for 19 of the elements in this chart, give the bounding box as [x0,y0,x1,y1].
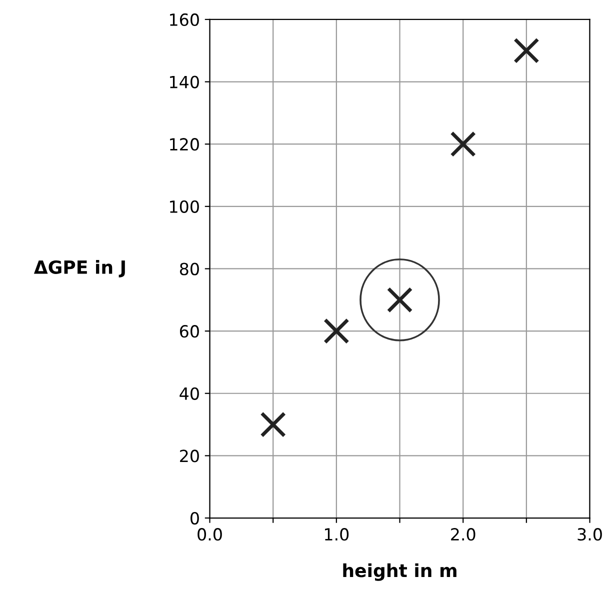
y-tick-label: 40 [180,387,199,400]
y-axis-title: ΔGPE in J [34,260,125,278]
point [450,131,476,158]
x-tick-label: 3.0 [578,528,602,541]
y-tick-label: 0 [190,512,199,525]
y-tick-label: 20 [180,450,199,462]
x-tick-label: 0.0 [198,528,222,541]
x-axis-title: height in m [343,563,456,581]
point [513,38,540,64]
x-tick-label: 2.0 [451,528,476,541]
y-tick-label: 60 [180,325,199,338]
y-tick-label: 160 [170,13,199,26]
y-tick-label: 80 [180,262,199,276]
y-tick-label: 120 [170,138,199,151]
y-tick-label: 100 [170,200,199,213]
point [260,412,286,438]
point [323,318,350,344]
y-tick-label: 140 [170,76,199,88]
x-tick-label: 1.0 [325,528,349,541]
